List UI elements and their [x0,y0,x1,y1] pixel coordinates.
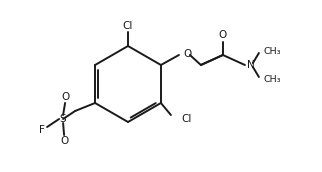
Text: N: N [247,60,255,70]
Text: CH₃: CH₃ [264,74,281,83]
Text: S: S [60,114,66,124]
Text: Cl: Cl [123,21,133,31]
Text: O: O [219,30,227,40]
Text: O: O [60,136,68,146]
Text: Cl: Cl [181,114,191,124]
Text: F: F [39,125,45,135]
Text: O: O [61,92,69,102]
Text: O: O [183,49,191,59]
Text: CH₃: CH₃ [264,46,281,56]
